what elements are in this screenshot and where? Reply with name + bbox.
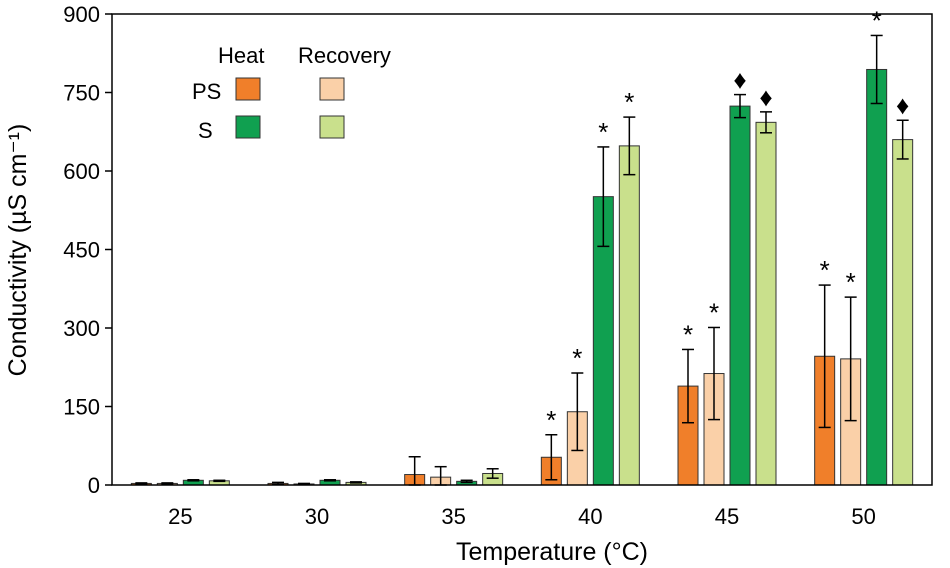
- significance-diamond: ♦: [733, 65, 746, 95]
- y-tick-labels: 0 150 300 450 600 750 900: [63, 2, 100, 498]
- error-bars: [135, 34, 909, 486]
- legend-swatch-s-recovery: [319, 115, 345, 139]
- x-tick-label: 40: [578, 504, 602, 529]
- y-tick-label: 900: [63, 2, 100, 27]
- legend-swatch-s-heat: [235, 115, 261, 139]
- x-tick-label: 45: [715, 504, 739, 529]
- legend: Heat Recovery PS S: [192, 43, 391, 143]
- significance-asterisk: *: [846, 267, 856, 297]
- x-tick-label: 50: [851, 504, 875, 529]
- significance-diamond: ♦: [896, 90, 909, 120]
- x-tick-labels: 25 30 35 40 45 50: [168, 504, 876, 529]
- legend-swatch-ps-recovery: [319, 77, 345, 101]
- legend-header-recovery: Recovery: [298, 43, 391, 68]
- x-axis-title: Temperature (°C): [456, 538, 648, 566]
- legend-header-heat: Heat: [218, 43, 264, 68]
- bar: [755, 121, 777, 486]
- y-tick-label: 0: [88, 473, 100, 498]
- y-tick-label: 600: [63, 159, 100, 184]
- legend-swatch-ps-heat: [235, 77, 261, 101]
- y-tick-label: 750: [63, 81, 100, 106]
- axis-ticks: [105, 13, 112, 486]
- y-tick-label: 450: [63, 238, 100, 263]
- significance-asterisk: *: [820, 255, 830, 285]
- bar: [892, 139, 914, 486]
- significance-diamond: ♦: [759, 82, 772, 112]
- significance-asterisk: *: [572, 343, 582, 373]
- x-tick-label: 30: [305, 504, 329, 529]
- significance-asterisk: *: [624, 87, 634, 117]
- y-tick-label: 300: [63, 316, 100, 341]
- significance-asterisk: *: [872, 5, 882, 35]
- significance-asterisk: *: [546, 405, 556, 435]
- bar: [866, 68, 888, 486]
- legend-row-s: S: [198, 118, 213, 143]
- significance-asterisk: *: [683, 319, 693, 349]
- y-tick-label: 150: [63, 395, 100, 420]
- bar: [729, 105, 751, 486]
- significance-asterisk: *: [709, 297, 719, 327]
- x-tick-label: 35: [441, 504, 465, 529]
- y-axis-title: Conductivity (µS cm⁻¹): [4, 124, 32, 377]
- bar: [618, 145, 640, 486]
- significance-marks: * * * * * * * ♦ * * ♦ ♦: [546, 5, 909, 434]
- plot-frame: [111, 13, 933, 486]
- legend-row-ps: PS: [192, 79, 221, 104]
- significance-asterisk: *: [598, 117, 608, 147]
- x-tick-label: 25: [168, 504, 192, 529]
